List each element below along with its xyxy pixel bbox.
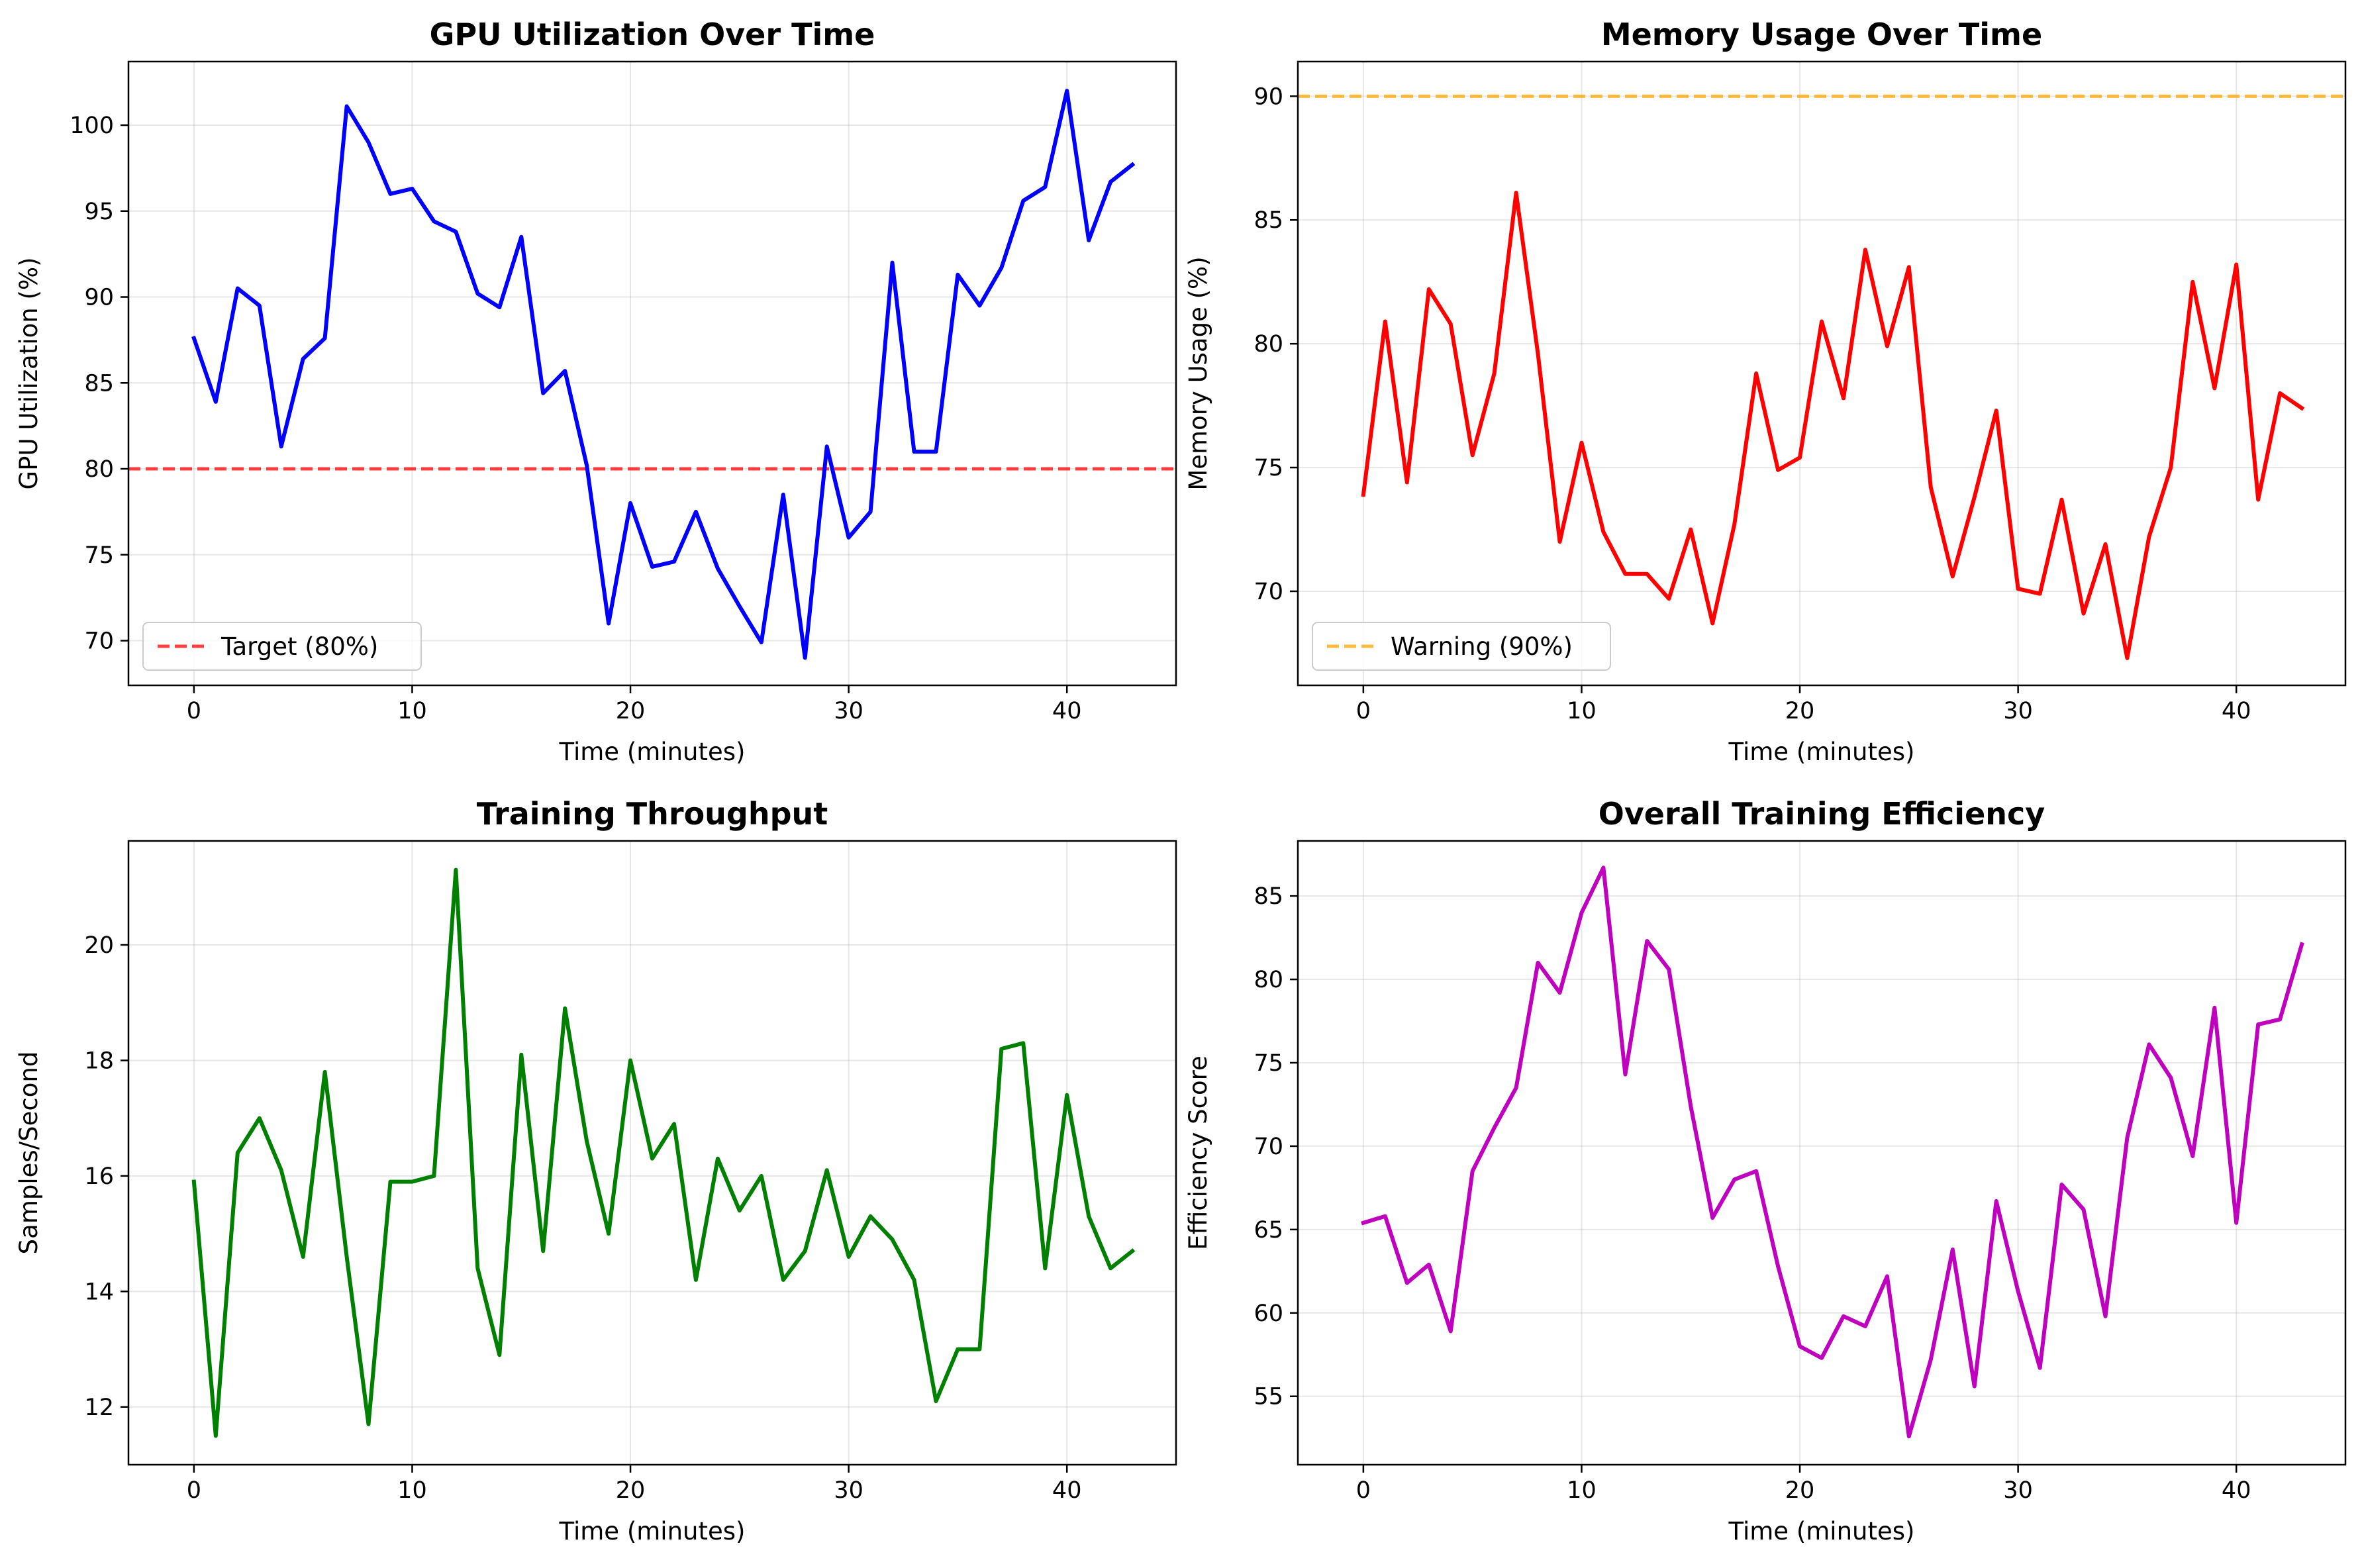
- x-tick-label: 20: [616, 698, 646, 724]
- chart-panel-3: 0 10 20 30 40 12 14 16 18 20 Training Throughput Ti…: [15, 796, 1177, 1545]
- series-line: [191, 867, 1136, 1438]
- y-axis-label: Efficiency Score: [1184, 1055, 1212, 1250]
- plot-frame: [1297, 840, 2347, 1466]
- y-tick-label: 80: [1254, 331, 1283, 358]
- x-axis-label: Time (minutes): [559, 738, 746, 766]
- chart-panel-2: 0 10 20 30 40 70 75 80 85 90 Memory Usage Over Tim…: [1184, 17, 2347, 766]
- x-tick-label: 0: [1356, 1477, 1371, 1504]
- x-tick-label: 30: [834, 698, 863, 724]
- y-tick-label: 14: [84, 1279, 114, 1305]
- y-tick-label: 80: [1254, 967, 1283, 993]
- x-tick-label: 40: [2222, 698, 2251, 724]
- y-tick-label: 65: [1254, 1217, 1283, 1244]
- series-line: [191, 89, 1136, 660]
- y-tick-label: 12: [84, 1395, 114, 1421]
- y-tick-label: 85: [1254, 883, 1283, 910]
- plot-frame: [127, 840, 1177, 1466]
- y-tick-label: 16: [84, 1163, 114, 1190]
- x-tick-label: 20: [1785, 698, 1815, 724]
- x-tick-label: 10: [1567, 1477, 1597, 1504]
- plot-frame: [127, 60, 1177, 687]
- x-tick-label: 0: [187, 698, 201, 724]
- y-tick-label: 95: [84, 199, 114, 225]
- y-tick-label: 75: [84, 542, 114, 569]
- y-tick-label: 85: [1254, 207, 1283, 234]
- x-tick-label: 10: [397, 1477, 427, 1504]
- x-tick-label: 40: [1052, 1477, 1082, 1504]
- series-line: [1361, 865, 2304, 1439]
- legend-label: Warning (90%): [1391, 632, 1573, 661]
- x-tick-label: 10: [1567, 698, 1597, 724]
- y-tick-label: 55: [1254, 1384, 1283, 1410]
- y-axis-label: Samples/Second: [15, 1052, 43, 1255]
- legend-box: [142, 622, 422, 671]
- x-tick-label: 0: [1356, 698, 1371, 724]
- x-tick-label: 40: [2222, 1477, 2251, 1504]
- chart-title: GPU Utilization Over Time: [430, 17, 875, 52]
- y-tick-label: 90: [84, 285, 114, 311]
- x-axis-label: Time (minutes): [1728, 738, 1915, 766]
- y-tick-label: 60: [1254, 1300, 1283, 1327]
- x-tick-label: 20: [616, 1477, 646, 1504]
- x-tick-label: 30: [834, 1477, 863, 1504]
- y-tick-label: 20: [84, 932, 114, 959]
- y-tick-label: 70: [84, 628, 114, 655]
- x-axis-label: Time (minutes): [559, 1517, 746, 1545]
- chart-panel-4: 0 10 20 30 40 55 60 65 70 75 80 85 Overall Training …: [1184, 796, 2347, 1545]
- legend: Warning (90%): [1312, 622, 1611, 671]
- y-tick-label: 90: [1254, 83, 1283, 110]
- series-line: [1361, 191, 2305, 660]
- chart-panel-1: 0 10 20 30 40 70 75 80 85 90 95 100 GPU Utilization …: [15, 17, 1177, 766]
- y-tick-label: 70: [1254, 579, 1283, 605]
- legend-label: Target (80%): [221, 632, 378, 661]
- x-tick-label: 10: [397, 698, 427, 724]
- y-axis-label: GPU Utilization (%): [15, 257, 43, 489]
- x-tick-label: 30: [2003, 698, 2033, 724]
- x-tick-label: 30: [2003, 1477, 2033, 1504]
- y-tick-label: 75: [1254, 1050, 1283, 1077]
- legend-box: [1312, 622, 1611, 671]
- chart-title: Memory Usage Over Time: [1601, 17, 2042, 52]
- legend: Target (80%): [142, 622, 422, 671]
- chart-title: Overall Training Efficiency: [1599, 796, 2045, 832]
- chart-title: Training Throughput: [477, 796, 828, 832]
- y-tick-label: 100: [70, 113, 114, 139]
- y-tick-label: 70: [1254, 1134, 1283, 1160]
- y-axis-label: Memory Usage (%): [1184, 256, 1212, 490]
- y-tick-label: 85: [84, 370, 114, 397]
- x-tick-label: 40: [1052, 698, 1082, 724]
- y-tick-label: 80: [84, 456, 114, 483]
- y-tick-label: 75: [1254, 455, 1283, 481]
- x-tick-label: 20: [1785, 1477, 1815, 1504]
- plot-frame: [1297, 60, 2347, 687]
- y-tick-label: 18: [84, 1048, 114, 1074]
- x-axis-label: Time (minutes): [1728, 1517, 1915, 1545]
- x-tick-label: 0: [187, 1477, 201, 1504]
